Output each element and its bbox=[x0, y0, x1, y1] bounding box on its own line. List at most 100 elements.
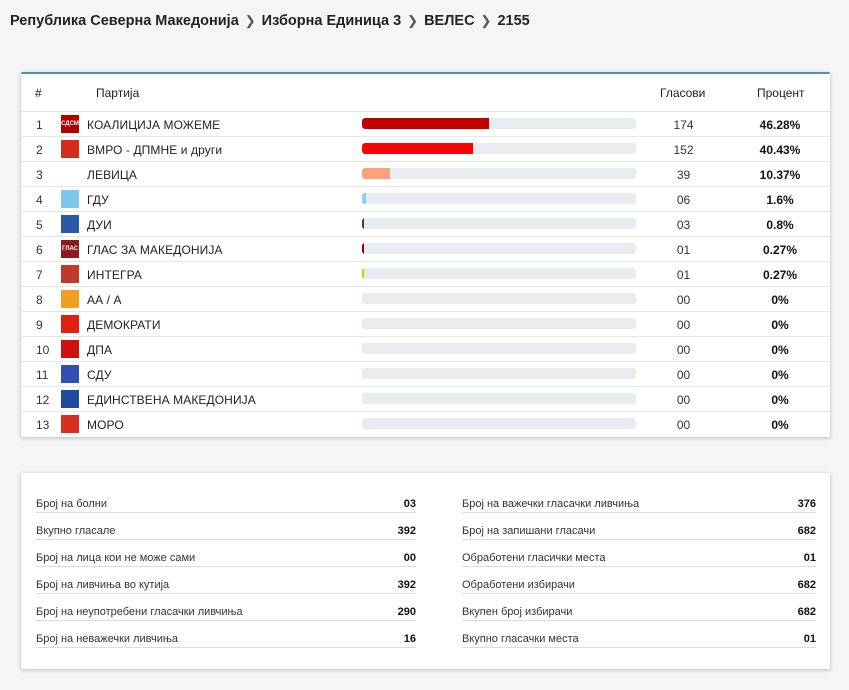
stat-label: Вкупен број избирачи bbox=[462, 606, 573, 618]
party-logo-icon bbox=[61, 190, 79, 208]
stat-value: 392 bbox=[397, 525, 416, 537]
party-votes: 01 bbox=[676, 243, 691, 257]
stat-label: Број на лица кои не може сами bbox=[36, 552, 196, 564]
stat-value: 16 bbox=[403, 633, 416, 645]
party-logo-icon bbox=[61, 140, 79, 158]
vote-share-bar bbox=[362, 143, 636, 154]
row-number: 12 bbox=[36, 393, 50, 407]
vote-share-fill bbox=[362, 143, 473, 154]
table-row: 13 МОРО 00 0% bbox=[21, 412, 830, 436]
row-number: 1 bbox=[36, 118, 43, 132]
vote-share-bar bbox=[362, 218, 636, 229]
stat-value: 682 bbox=[797, 579, 816, 591]
stat-item: Вкупен број избирачи 682 bbox=[462, 604, 816, 621]
stat-item: Вкупно гласачки места 01 bbox=[462, 631, 816, 648]
party-percent: 0% bbox=[771, 293, 789, 307]
vote-share-fill bbox=[362, 218, 365, 229]
stat-item: Број на неважечки ливчиња 16 bbox=[36, 631, 416, 648]
vote-share-bar bbox=[362, 268, 636, 279]
party-votes: 174 bbox=[673, 118, 694, 132]
stat-label: Број на неважечки ливчиња bbox=[36, 633, 178, 645]
stat-item: Обработени избирачи 682 bbox=[462, 577, 816, 594]
party-name: ДПА bbox=[87, 343, 113, 357]
stat-value: 00 bbox=[403, 552, 416, 564]
breadcrumb-unit[interactable]: Изборна Единица 3 bbox=[261, 13, 402, 29]
breadcrumb-station: 2155 bbox=[497, 13, 530, 29]
party-votes: 01 bbox=[676, 268, 691, 282]
header-number: # bbox=[35, 86, 42, 100]
stat-label: Број на ливчиња во кутија bbox=[36, 579, 170, 591]
table-body: 1 СДСМ КОАЛИЦИЈА МОЖЕМЕ 174 46.28% 2 ВМРО - ДП… bbox=[21, 112, 830, 436]
vote-share-bar bbox=[362, 243, 636, 254]
vote-share-bar bbox=[362, 293, 636, 304]
table-row: 9 ДЕМОКРАТИ 00 0% bbox=[21, 312, 830, 337]
header-votes: Гласови bbox=[660, 86, 706, 100]
stat-item: Број на неупотребени гласачки ливчиња 290 bbox=[36, 604, 416, 621]
stat-item: Број на запишани гласачи 682 bbox=[462, 523, 816, 540]
stat-item: Број на важечки гласачки ливчиња 376 bbox=[462, 496, 816, 513]
party-name: КОАЛИЦИЈА МОЖЕМЕ bbox=[87, 118, 221, 132]
party-logo-icon bbox=[61, 315, 79, 333]
party-name: МОРО bbox=[87, 418, 124, 432]
stat-item: Број на лица кои не може сами 00 bbox=[36, 550, 416, 567]
party-name: ВМРО - ДПМНЕ и други bbox=[87, 143, 223, 157]
party-logo-icon: СДСМ bbox=[61, 115, 79, 133]
party-name: ГЛАС ЗА МАКЕДОНИЈА bbox=[87, 243, 223, 257]
stat-label: Обработени гласички места bbox=[462, 552, 606, 564]
stat-label: Број на запишани гласачи bbox=[462, 525, 596, 537]
vote-share-bar bbox=[362, 193, 636, 204]
party-votes: 00 bbox=[676, 293, 691, 307]
vote-share-bar bbox=[362, 118, 636, 129]
party-name: ЕДИНСТВЕНА МАКЕДОНИЈА bbox=[87, 393, 256, 407]
chevron-right-icon: ❯ bbox=[480, 13, 492, 28]
party-name: ДЕМОКРАТИ bbox=[87, 318, 161, 332]
party-percent: 0% bbox=[771, 318, 789, 332]
vote-share-bar bbox=[362, 393, 636, 404]
breadcrumb-country[interactable]: Република Северна Македонија bbox=[10, 13, 239, 29]
party-logo-icon bbox=[61, 290, 79, 308]
party-percent: 0.8% bbox=[766, 218, 794, 232]
stat-label: Обработени избирачи bbox=[462, 579, 575, 591]
vote-share-bar bbox=[362, 368, 636, 379]
stat-value: 03 bbox=[403, 498, 416, 510]
stat-value: 682 bbox=[797, 525, 816, 537]
stat-item: Вкупно гласале 392 bbox=[36, 523, 416, 540]
row-number: 5 bbox=[36, 218, 43, 232]
vote-share-bar bbox=[362, 318, 636, 329]
table-row: 6 ГЛАС ГЛАС ЗА МАКЕДОНИЈА 01 0.27% bbox=[21, 237, 830, 262]
party-name: СДУ bbox=[87, 368, 112, 382]
vote-share-bar bbox=[362, 343, 636, 354]
breadcrumb-municipality[interactable]: ВЕЛЕС bbox=[424, 13, 475, 29]
stats-panel: Број на болни 03 Вкупно гласале 392 Број на … bbox=[21, 473, 830, 669]
party-logo-icon bbox=[61, 165, 79, 183]
row-number: 4 bbox=[36, 193, 43, 207]
table-row: 5 ДУИ 03 0.8% bbox=[21, 212, 830, 237]
party-logo-icon bbox=[61, 365, 79, 383]
row-number: 2 bbox=[36, 143, 43, 157]
party-votes: 00 bbox=[676, 318, 691, 332]
stat-value: 01 bbox=[803, 633, 816, 645]
breadcrumb: Република Северна Македонија ❯ Изборна Е… bbox=[10, 13, 530, 29]
party-percent: 0% bbox=[771, 368, 789, 382]
stat-value: 290 bbox=[397, 606, 416, 618]
row-number: 3 bbox=[36, 168, 43, 182]
table-row: 8 АА / А 00 0% bbox=[21, 287, 830, 312]
results-table: # Партија Гласови Процент 1 СДСМ КОАЛИЦИЈА… bbox=[21, 72, 830, 437]
party-votes: 39 bbox=[676, 168, 691, 182]
vote-share-fill bbox=[362, 243, 365, 254]
stat-label: Број на неупотребени гласачки ливчиња bbox=[36, 606, 243, 618]
row-number: 9 bbox=[36, 318, 43, 332]
party-name: ДУИ bbox=[87, 218, 112, 232]
table-header: # Партија Гласови Процент bbox=[21, 74, 830, 112]
row-number: 13 bbox=[36, 418, 50, 432]
stat-label: Број на важечки гласачки ливчиња bbox=[462, 498, 640, 510]
party-percent: 0% bbox=[771, 418, 789, 432]
vote-share-fill bbox=[362, 118, 489, 129]
stat-label: Вкупно гласачки места bbox=[462, 633, 579, 645]
stat-value: 682 bbox=[797, 606, 816, 618]
party-logo-icon bbox=[61, 415, 79, 433]
stat-label: Број на болни bbox=[36, 498, 108, 510]
stat-item: Обработени гласички места 01 bbox=[462, 550, 816, 567]
party-percent: 40.43% bbox=[759, 143, 801, 157]
stat-value: 376 bbox=[797, 498, 816, 510]
